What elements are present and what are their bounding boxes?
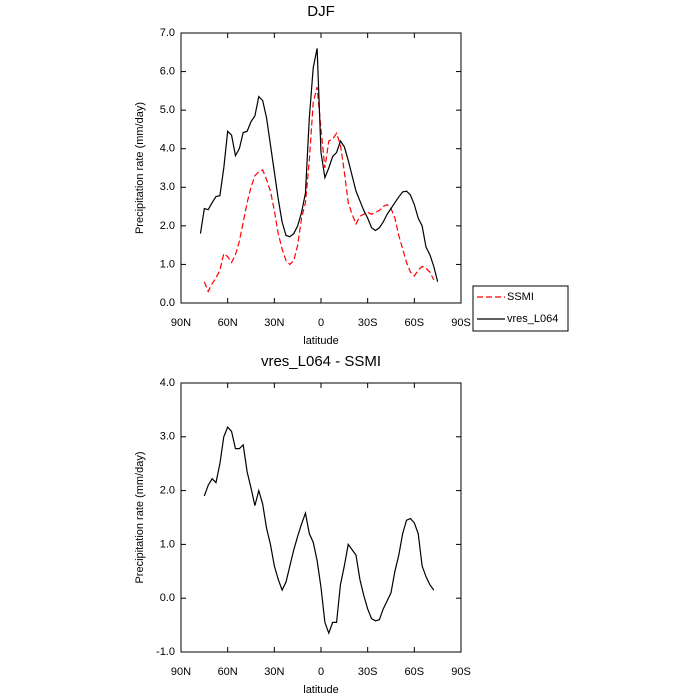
- y-tick-label: 7.0: [160, 27, 175, 39]
- plot-frame: [180, 382, 462, 653]
- chart-title: DJF: [307, 3, 335, 20]
- y-tick-label: 3.0: [160, 431, 175, 443]
- x-tick-label: 60N: [218, 317, 238, 329]
- y-axis-label: Precipitation rate (mm/day): [134, 102, 146, 234]
- y-tick-label: 1.0: [160, 538, 175, 550]
- data-line: [203, 86, 435, 293]
- legend-box: [472, 285, 569, 332]
- y-tick-label: 1.0: [160, 258, 175, 270]
- x-tick-label: 0: [318, 666, 324, 678]
- y-tick-label: 2.0: [160, 220, 175, 232]
- data-line: [203, 426, 435, 635]
- y-tick-label: 2.0: [160, 485, 175, 497]
- y-tick-label: 5.0: [160, 104, 175, 116]
- x-tick-label: 30N: [264, 317, 284, 329]
- x-tick-label: 60N: [218, 666, 238, 678]
- y-tick-label: 4.0: [160, 143, 175, 155]
- chart-title: vres_L064 - SSMI: [261, 353, 381, 370]
- y-tick-label: 0.0: [160, 297, 175, 309]
- y-tick-label: 3.0: [160, 181, 175, 193]
- x-axis-label: latitude: [303, 335, 338, 347]
- x-tick-label: 90S: [451, 317, 471, 329]
- y-tick-label: 4.0: [160, 377, 175, 389]
- x-axis-label: latitude: [303, 684, 338, 696]
- x-tick-label: 0: [318, 317, 324, 329]
- y-tick-label: 0.0: [160, 592, 175, 604]
- x-tick-label: 30S: [358, 666, 378, 678]
- legend-label: SSMI: [507, 291, 534, 303]
- x-tick-label: 90S: [451, 666, 471, 678]
- x-tick-label: 30N: [264, 666, 284, 678]
- x-tick-label: 30S: [358, 317, 378, 329]
- plot-frame: [180, 32, 462, 304]
- x-tick-label: 90N: [171, 666, 191, 678]
- x-tick-label: 60S: [405, 666, 425, 678]
- y-axis-label: Precipitation rate (mm/day): [134, 451, 146, 583]
- x-tick-label: 60S: [405, 317, 425, 329]
- y-tick-label: -1.0: [156, 646, 175, 658]
- x-tick-label: 90N: [171, 317, 191, 329]
- data-line: [199, 48, 439, 282]
- y-tick-label: 6.0: [160, 65, 175, 77]
- legend-label: vres_L064: [507, 313, 558, 325]
